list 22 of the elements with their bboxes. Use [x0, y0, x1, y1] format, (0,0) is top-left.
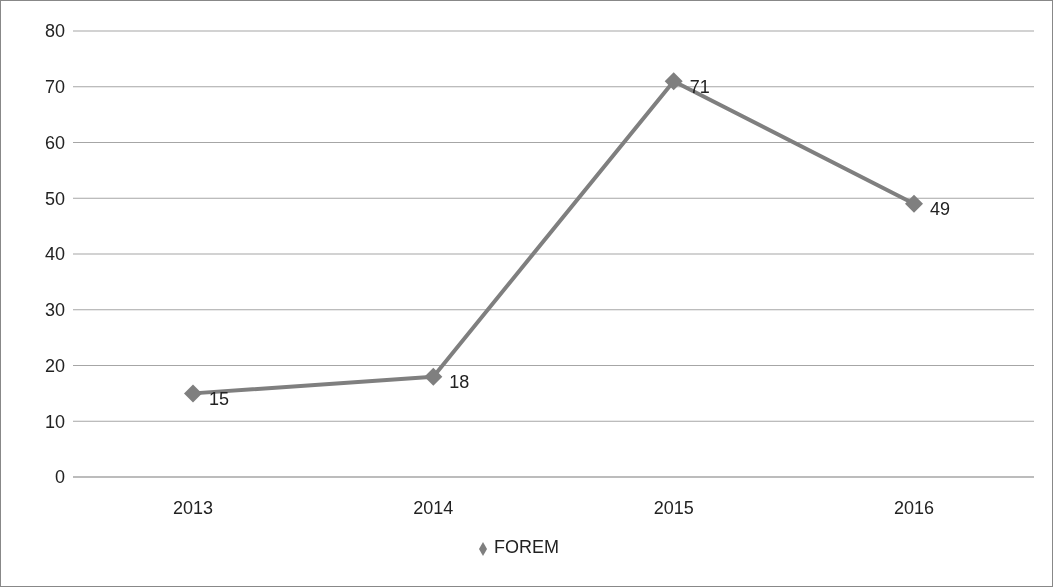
x-tick-label: 2015: [653, 497, 694, 518]
y-tick-label: 70: [44, 77, 65, 98]
data-label: 49: [930, 199, 951, 220]
point: [184, 384, 202, 403]
y-tick-label: 10: [44, 411, 65, 432]
point: [664, 72, 683, 91]
data-label: 71: [689, 76, 710, 97]
legend-label: FOREM: [494, 537, 559, 557]
data-label: 15: [209, 388, 230, 409]
y-tick-label: 20: [44, 355, 65, 376]
y-tick-label: 40: [44, 244, 65, 265]
y-tick-label: 30: [44, 300, 65, 321]
y-tick-label: 0: [54, 467, 65, 488]
y-tick-label: 60: [44, 132, 65, 153]
point: [424, 367, 443, 386]
y-tick-label: 80: [44, 21, 65, 42]
data-label: 18: [449, 372, 470, 393]
x-tick-label: 2014: [413, 497, 454, 518]
y-tick-label: 50: [44, 188, 65, 209]
point: [905, 194, 923, 213]
x-tick-label: 2013: [172, 497, 214, 518]
x-tick-label: 2016: [893, 497, 935, 518]
